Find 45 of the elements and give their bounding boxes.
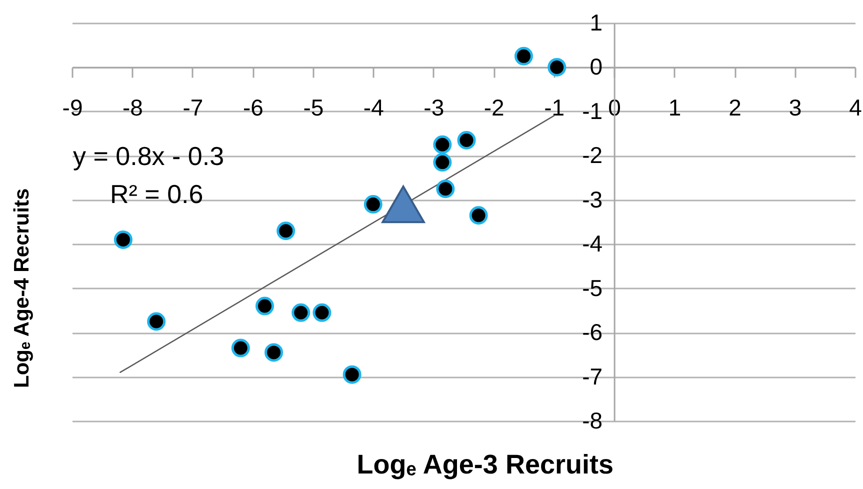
- x-tick-label: 4: [849, 94, 862, 121]
- x-tick-label: 3: [788, 94, 802, 121]
- y-axis-title: Logₑ Age-4 Recruits: [10, 188, 34, 388]
- point: [255, 296, 274, 316]
- x-tick-label: -1: [544, 94, 565, 121]
- point: [433, 135, 452, 154]
- x-tick-label: 2: [728, 94, 742, 121]
- x-axis-title: Logₑ Age-3 Recruits: [356, 450, 614, 480]
- y-tick-label: -2: [582, 142, 603, 168]
- y-tick-label: 0: [590, 54, 603, 80]
- point: [264, 343, 284, 362]
- point: [514, 46, 533, 66]
- point: [292, 303, 310, 322]
- point: [457, 130, 476, 150]
- x-tick-label: -7: [182, 94, 204, 121]
- x-tick-label: -8: [122, 94, 143, 121]
- y-tick-label: -4: [582, 230, 603, 257]
- y-tick-label: -5: [582, 274, 603, 301]
- point: [114, 230, 132, 249]
- point: [342, 365, 362, 384]
- point: [231, 338, 250, 358]
- point: [469, 206, 488, 225]
- x-tick-label: -3: [424, 94, 444, 121]
- x-tick-label: -6: [242, 94, 264, 121]
- point: [436, 180, 455, 198]
- annotation: y = 0.8x - 0.3: [73, 141, 224, 171]
- point: [433, 153, 452, 172]
- y-tick-label: -3: [582, 186, 603, 212]
- x-tick-label: -4: [363, 94, 384, 121]
- x-tick-label: 0: [608, 94, 621, 121]
- point: [364, 195, 382, 214]
- x-tick-label: -5: [303, 94, 324, 121]
- y-tick-label: -8: [582, 408, 603, 434]
- x-tick-label: 1: [668, 94, 682, 121]
- point: [382, 185, 425, 224]
- annotation: R² = 0.6: [110, 179, 204, 209]
- point: [312, 303, 332, 322]
- y-tick-label: 1: [590, 10, 603, 36]
- point: [548, 58, 566, 76]
- y-tick-label: -6: [582, 319, 603, 346]
- point: [147, 312, 166, 331]
- x-tick-label: -2: [484, 94, 504, 121]
- x-tick-label: -9: [62, 94, 83, 121]
- y-tick-label: -7: [582, 363, 603, 390]
- point: [276, 222, 296, 240]
